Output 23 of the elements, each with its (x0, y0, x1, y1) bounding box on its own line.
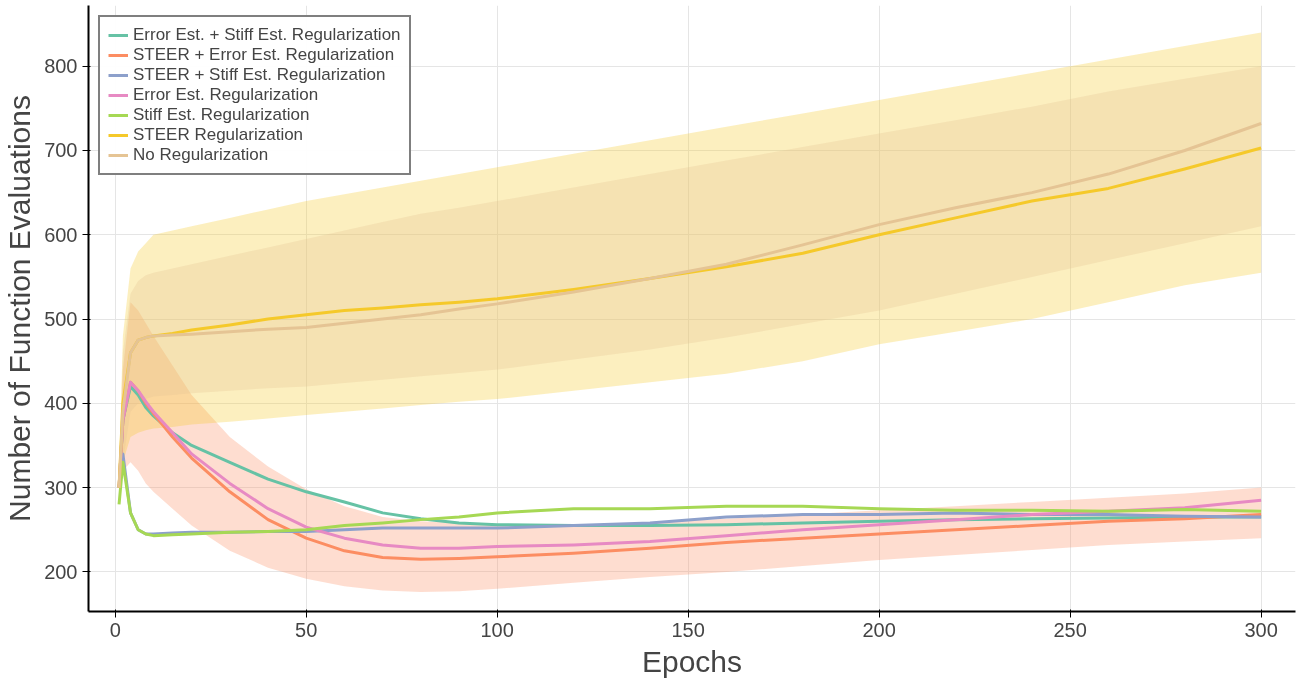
x-tick-label: 300 (1244, 618, 1278, 641)
legend-label: STEER Regularization (133, 125, 304, 145)
y-tick-label: 700 (44, 139, 78, 162)
y-tick-label: 500 (44, 308, 78, 331)
y-tick-label: 400 (44, 392, 78, 415)
y-tick-label: 600 (44, 223, 78, 246)
y-tick-label: 300 (44, 476, 78, 499)
legend-label: No Regularization (133, 145, 269, 165)
x-tick-label: 100 (480, 618, 514, 641)
x-tick-label: 50 (295, 618, 318, 641)
y-axis-title: Number of Function Evaluations (3, 95, 37, 522)
legend-label: Error Est. + Stiff Est. Regularization (133, 25, 401, 45)
x-tick-label: 150 (671, 618, 705, 641)
x-tick-label: 250 (1053, 618, 1087, 641)
legend-label: STEER + Error Est. Regularization (133, 45, 395, 65)
legend-label: STEER + Stiff Est. Regularization (133, 65, 386, 85)
legend-label: Error Est. Regularization (133, 85, 319, 105)
legend-label: Stiff Est. Regularization (133, 105, 310, 125)
y-tick-label: 200 (44, 560, 78, 583)
x-tick-label: 200 (862, 618, 896, 641)
y-tick-label: 800 (44, 55, 78, 78)
x-tick-label: 0 (109, 618, 121, 641)
x-axis-title: Epochs (641, 644, 743, 678)
